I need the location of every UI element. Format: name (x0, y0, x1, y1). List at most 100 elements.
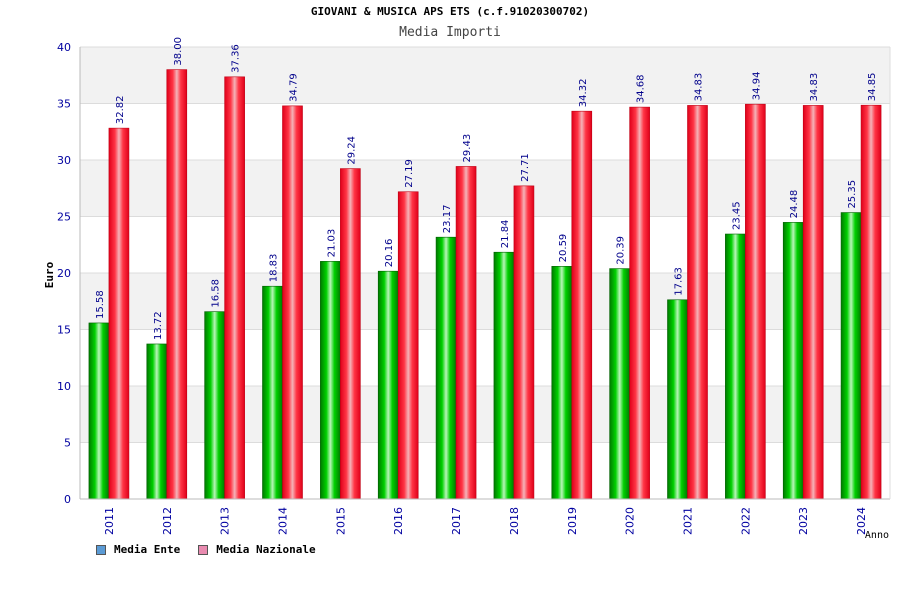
x-tick-label: 2017 (450, 507, 463, 535)
bar-nazionale (166, 69, 188, 500)
bar-nazionale (282, 105, 303, 500)
data-label: 23.17 (442, 205, 453, 234)
bar-nazionale (224, 76, 245, 500)
data-label: 37.36 (231, 44, 242, 73)
y-tick-label: 25 (57, 211, 71, 224)
bar-nazionale (571, 110, 593, 500)
bar-nazionale (397, 191, 419, 500)
chart-title: GIOVANI & MUSICA APS ETS (c.f.9102030070… (310, 5, 590, 18)
x-tick-label: 2014 (277, 507, 290, 535)
data-label: 15.58 (95, 290, 106, 319)
data-label: 24.48 (789, 190, 800, 219)
data-label: 34.85 (867, 73, 878, 102)
data-label: 34.32 (578, 79, 589, 108)
bar-ente (377, 270, 399, 500)
x-tick-label: 2011 (103, 507, 116, 535)
legend-label-nazionale: Media Nazionale (216, 543, 316, 556)
x-tick-label: 2013 (219, 507, 232, 535)
x-tick-labels: 2011 2012 2013 2014 2015 2016 2017 2018 2019 2020… (103, 507, 868, 535)
grid-band (80, 216, 890, 273)
legend-label-ente: Media Ente (114, 543, 181, 556)
bar-nazionale (860, 104, 882, 500)
bar-ente (262, 285, 283, 500)
bar-ente (204, 311, 225, 500)
data-label: 32.82 (115, 95, 126, 124)
y-tick-label: 10 (57, 380, 71, 393)
grid-band (80, 329, 890, 386)
y-tick-label: 30 (57, 154, 71, 167)
grid-band (80, 47, 890, 104)
x-tick-label: 2023 (797, 507, 810, 535)
bar-ente (435, 236, 457, 500)
y-axis-label: Euro (43, 261, 56, 288)
y-tick-label: 15 (57, 324, 71, 337)
grid-band (80, 160, 890, 217)
bar-labels: 15.58 32.82 13.72 38.00 16.58 37.36 18.83 34.79… (95, 37, 878, 340)
data-label: 21.03 (326, 229, 337, 258)
data-label: 25.35 (847, 180, 858, 209)
data-label: 20.59 (558, 234, 569, 263)
data-label: 23.45 (731, 201, 742, 230)
grid-band (80, 386, 890, 443)
data-label: 38.00 (173, 37, 184, 66)
bar-ente (667, 299, 688, 500)
bar-nazionale (745, 103, 766, 500)
bar-ente (551, 266, 573, 500)
bar-nazionale (687, 105, 708, 500)
legend-item-ente: Media Ente (96, 543, 180, 556)
data-label: 29.43 (462, 134, 473, 163)
y-tick-label: 0 (64, 493, 71, 506)
x-axis-label: Anno (865, 530, 889, 541)
x-tick-label: 2021 (682, 507, 695, 535)
data-label: 18.83 (269, 254, 280, 283)
data-label: 29.24 (346, 136, 357, 165)
data-label: 34.68 (636, 74, 647, 103)
bar-ente (840, 212, 862, 500)
y-tick-labels: 0 5 10 15 20 25 30 35 40 (57, 41, 71, 506)
bar-ente (493, 251, 515, 500)
data-label: 34.83 (694, 73, 705, 102)
y-tick-label: 20 (57, 267, 71, 280)
bar-ente (88, 322, 110, 500)
data-label: 16.58 (211, 279, 222, 308)
legend: Media Ente Media Nazionale (96, 543, 334, 556)
data-label: 20.39 (616, 236, 627, 265)
grid-band (80, 103, 890, 160)
data-label: 21.84 (500, 220, 511, 249)
x-tick-label: 2015 (334, 507, 347, 535)
y-tick-label: 35 (57, 98, 71, 111)
bars (88, 69, 882, 500)
bar-nazionale (340, 168, 361, 500)
legend-swatch-nazionale (198, 544, 209, 555)
bar-ente (146, 343, 168, 500)
bar-ente (609, 268, 630, 500)
x-tick-label: 2024 (855, 507, 868, 535)
grid-band (80, 273, 890, 330)
bar-ente (320, 261, 341, 500)
axes (79, 47, 891, 500)
bar-ente (782, 222, 804, 500)
bar-nazionale (802, 105, 824, 500)
x-tick-label: 2018 (508, 507, 521, 535)
data-label: 13.72 (153, 311, 164, 340)
bar-nazionale (455, 166, 477, 500)
data-label: 34.79 (289, 73, 300, 102)
bar-nazionale (108, 127, 130, 500)
y-tick-label: 5 (64, 437, 71, 450)
y-tick-label: 40 (57, 41, 71, 54)
x-tick-label: 2022 (739, 507, 752, 535)
data-label: 27.19 (404, 159, 415, 188)
bar-nazionale (513, 185, 535, 500)
data-label: 34.83 (809, 73, 820, 102)
data-label: 17.63 (674, 267, 685, 296)
data-label: 27.71 (520, 153, 531, 182)
legend-swatch-ente (96, 544, 106, 555)
data-label: 34.94 (751, 72, 762, 101)
x-tick-label: 2019 (566, 507, 579, 535)
x-tick-label: 2012 (161, 507, 174, 535)
legend-item-nazionale: Media Nazionale (198, 543, 316, 556)
bar-ente (725, 233, 746, 500)
x-tick-label: 2020 (624, 507, 637, 535)
grid-band (80, 442, 890, 499)
